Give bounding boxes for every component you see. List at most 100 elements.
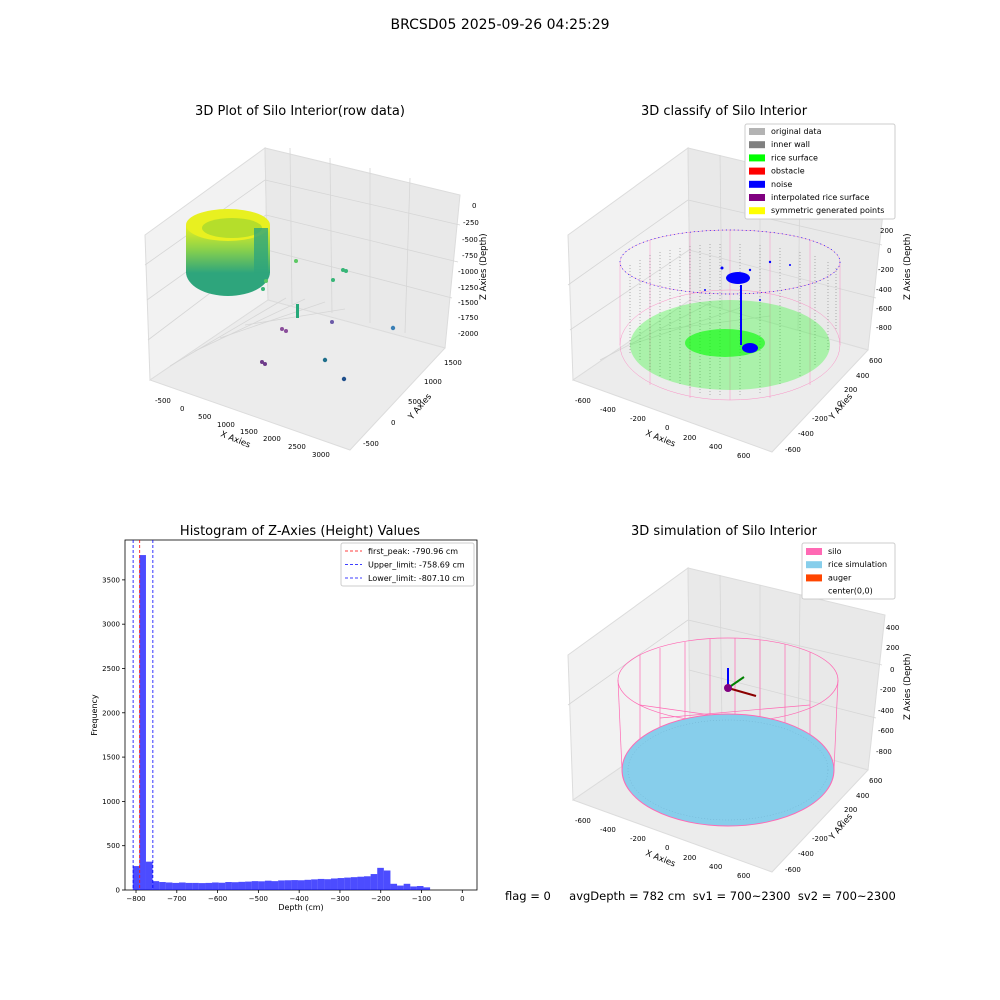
classify-xtick: 400: [709, 443, 722, 451]
raw-ztick: -1000: [458, 268, 478, 276]
classify-ytick: -600: [785, 446, 801, 454]
histogram-ticks: −800 −700 −600 −500 −400 −300 −200 −100 0 0 500 100…: [102, 576, 464, 903]
raw-ztick: -500: [462, 236, 478, 244]
histogram-xlabel: Depth (cm): [278, 903, 323, 912]
histogram-bar: [225, 882, 232, 890]
sim-ytick: 200: [844, 806, 857, 814]
sim-ytick: 600: [869, 777, 882, 785]
raw-ytick: 0: [391, 419, 395, 427]
histogram-bar: [344, 877, 351, 890]
raw-xtick: -500: [155, 397, 171, 405]
histogram-bar: [179, 882, 186, 890]
classify-ylabel: Y Axies: [827, 392, 855, 423]
sim-ytick: -200: [812, 835, 828, 843]
histogram-bar: [264, 880, 272, 890]
histogram-bar: [291, 880, 298, 890]
legend-swatch: [749, 167, 765, 175]
raw-zlabel: Z Axies (Depth): [479, 233, 489, 300]
legend-label: rice surface: [771, 153, 818, 162]
sim-xtick: -600: [575, 817, 591, 825]
legend-swatch: [806, 561, 822, 569]
raw-ztick: -1750: [458, 314, 478, 322]
histogram-xtick-label: 0: [460, 895, 464, 903]
histogram-bar: [132, 866, 140, 890]
histogram-ref-lines: [132, 540, 154, 890]
histogram-bar: [390, 883, 398, 890]
classify-xtick: 0: [665, 424, 669, 432]
classify-xlabel: X Axies: [644, 429, 677, 450]
legend-swatch: [749, 207, 765, 215]
raw-ztick: -750: [462, 252, 478, 260]
sim-xtick: 600: [737, 872, 750, 880]
histogram-bar: [212, 882, 219, 890]
histogram-legend: first_peak: -790.96 cm Upper_limit: -758.…: [340, 542, 475, 587]
classify-xtick: -200: [630, 415, 646, 423]
classify-pane-floor: [571, 299, 869, 453]
histogram-bar: [278, 880, 285, 890]
sim-ztick: -400: [878, 707, 894, 715]
sim-xtick: -200: [630, 835, 646, 843]
classify-ztick: 0: [887, 247, 891, 255]
sim-ztick: 0: [890, 666, 894, 674]
histogram-bar: [377, 867, 384, 890]
classify-ztick: -600: [876, 305, 892, 313]
histogram-bar: [238, 881, 246, 890]
histogram-bar: [145, 861, 153, 890]
classify-noise: [704, 260, 791, 353]
histogram-bar: [258, 881, 265, 890]
raw-xtick: 1000: [217, 421, 235, 429]
legend-swatch: [806, 548, 822, 555]
raw-gridlines: [144, 147, 461, 367]
classify-ztick: 200: [880, 227, 893, 235]
histogram-ytick-label: 2500: [102, 665, 120, 673]
sim-ytick: -400: [798, 850, 814, 858]
sim-ztick: -800: [876, 748, 892, 756]
classify-zlabel: Z Axies (Depth): [903, 233, 913, 300]
histogram-ylabel: Frequency: [90, 694, 99, 736]
sim-rice-surface: [621, 713, 835, 827]
classify-ytick: 400: [856, 372, 869, 380]
histogram-bar: [271, 881, 279, 890]
classify-ytick: -400: [798, 430, 814, 438]
histogram-xtick-label: −400: [290, 895, 309, 903]
histogram-bar: [159, 882, 166, 890]
histogram-ytick-label: 500: [107, 842, 120, 850]
histogram-bar: [185, 882, 193, 890]
raw-scatter-points: [260, 259, 396, 382]
histogram-xtick-label: −300: [330, 895, 349, 903]
classify-silo-wire: [619, 229, 841, 401]
legend-label: original data: [771, 127, 822, 136]
raw-xtick: 3000: [312, 451, 330, 459]
histogram-bar: [205, 882, 213, 890]
histogram-ytick-label: 3500: [102, 576, 120, 584]
histogram-bar: [198, 883, 206, 890]
histogram-bar: [245, 881, 252, 890]
sim-ytick: 0: [837, 820, 841, 828]
legend-swatch: [805, 587, 823, 596]
simulation-plot-title: 3D simulation of Silo Interior: [631, 524, 817, 539]
raw-ytick: 1500: [444, 359, 462, 367]
histogram-xtick-label: −600: [208, 895, 227, 903]
legend-label: rice simulation: [828, 560, 887, 569]
histogram-bars: [132, 555, 431, 890]
classify-ztick: -200: [878, 266, 894, 274]
raw-3d-plot: -500 0 500 1000 1500 2000 2500 3000 -500…: [144, 147, 489, 459]
raw-xtick: 1500: [240, 428, 258, 436]
raw-ytick: 500: [408, 398, 421, 406]
raw-ring-shadow: [254, 228, 268, 276]
raw-xtick: 2000: [263, 435, 281, 443]
legend-label: symmetric generated points: [771, 206, 884, 215]
sim-legend-box: [801, 542, 896, 600]
histogram-bar: [284, 880, 292, 890]
histogram-xtick-label: −800: [126, 895, 145, 903]
raw-ztick: -250: [463, 219, 479, 227]
histogram-legend-label: Lower_limit: -807.10 cm: [368, 574, 465, 583]
legend-swatch: [749, 128, 765, 135]
raw-ztick: -1250: [458, 284, 478, 292]
sim-xtick: -400: [600, 826, 616, 834]
classify-rice-core: [685, 329, 765, 357]
histogram-bar: [251, 881, 259, 890]
histogram-bar: [304, 879, 312, 890]
sim-ytick: -600: [785, 866, 801, 874]
sim-center-marker: [724, 668, 757, 697]
